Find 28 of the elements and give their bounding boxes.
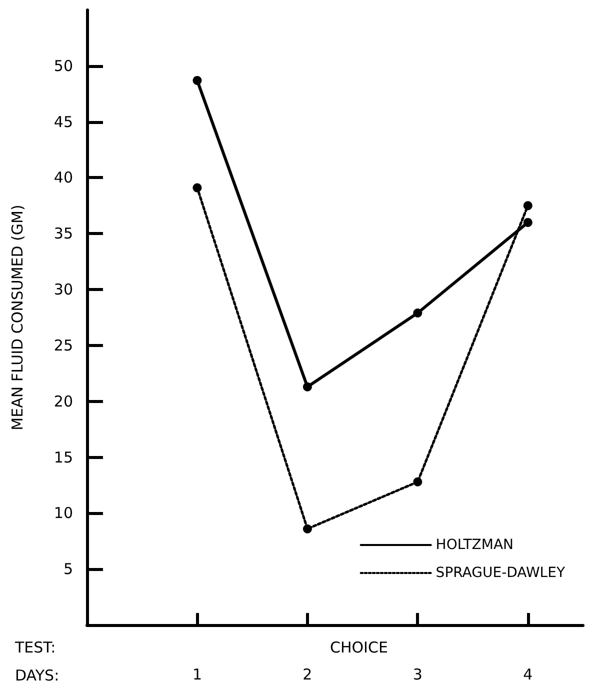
- y-tick-label: 5: [63, 560, 73, 578]
- x-tick-label: 3: [412, 666, 422, 684]
- text: TEST:: [14, 638, 56, 656]
- y-tick-label: 10: [54, 504, 73, 522]
- y-tick-label: 50: [54, 56, 73, 75]
- point: [302, 382, 312, 392]
- x-tick-label: 2: [302, 666, 312, 684]
- y-tick-label: 30: [54, 280, 73, 299]
- y-tick-label: 15: [54, 448, 73, 466]
- point: [523, 201, 532, 210]
- legend-label: HOLTZMAN: [436, 537, 514, 553]
- y-tick-label: 25: [54, 336, 73, 354]
- y-axis-title: MEAN FLUID CONSUMED (GM): [8, 204, 26, 430]
- point: [192, 183, 202, 192]
- point: [413, 477, 422, 486]
- text: CHOICE: [330, 638, 388, 656]
- point: [523, 218, 532, 227]
- y-tick-label: 45: [54, 112, 73, 131]
- x-tick-label: 4: [523, 666, 533, 684]
- x-axis-title: DAYS:: [15, 666, 60, 684]
- legend-label: SPRAGUE-DAWLEY: [436, 565, 566, 581]
- point: [302, 524, 312, 534]
- y-tick-label: 20: [54, 392, 73, 410]
- y-tick-label: 35: [54, 224, 73, 243]
- point: [413, 308, 422, 318]
- x-tick-label: 1: [192, 666, 202, 684]
- point: [192, 76, 202, 85]
- y-tick-label: 40: [54, 168, 73, 187]
